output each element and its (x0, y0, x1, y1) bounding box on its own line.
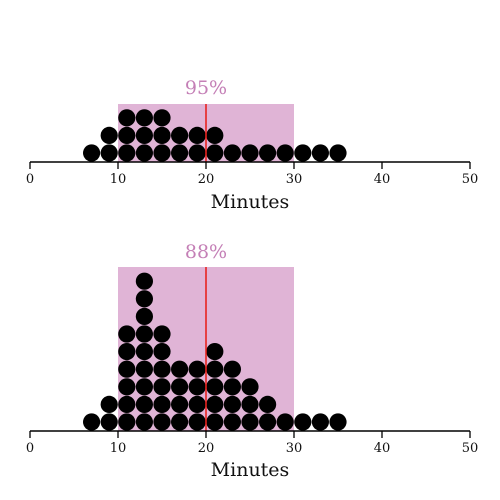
data-dot (259, 413, 277, 431)
data-dot (276, 413, 294, 431)
x-tick-label: 50 (462, 172, 479, 187)
data-dot (259, 395, 277, 413)
data-dot (153, 109, 171, 127)
data-dot (100, 144, 118, 162)
data-dot (118, 144, 136, 162)
x-tick-label: 20 (198, 172, 215, 187)
data-dot (206, 395, 224, 413)
data-dot (171, 378, 189, 396)
x-tick-label: 40 (374, 441, 391, 456)
data-dot (241, 378, 259, 396)
x-tick-label: 40 (374, 172, 391, 187)
data-dot (153, 144, 171, 162)
data-dot (223, 413, 241, 431)
data-dot (206, 343, 224, 361)
dot-plot-panel-bottom: 88% 0 10 20 30 40 50 Minutes (26, 241, 478, 481)
data-dot (118, 360, 136, 378)
x-tick-label: 30 (286, 172, 303, 187)
x-tick-label: 0 (26, 172, 34, 187)
data-dot (311, 144, 329, 162)
data-dot (153, 325, 171, 343)
data-dot (329, 413, 347, 431)
interval-percent-label: 88% (185, 241, 227, 263)
data-dot (223, 144, 241, 162)
data-dot (118, 413, 136, 431)
data-dot (135, 290, 153, 308)
data-dot (188, 413, 206, 431)
data-dot (100, 395, 118, 413)
data-dot (188, 378, 206, 396)
data-dot (153, 343, 171, 361)
data-dot (135, 272, 153, 290)
data-dot (135, 378, 153, 396)
data-dot (206, 360, 224, 378)
data-dot (188, 395, 206, 413)
x-tick-label: 50 (462, 441, 479, 456)
data-dot (118, 325, 136, 343)
data-dot (241, 395, 259, 413)
data-dot (241, 144, 259, 162)
data-dot (135, 395, 153, 413)
data-dot (118, 395, 136, 413)
data-dot (294, 413, 312, 431)
data-dot (135, 307, 153, 325)
data-dot (171, 413, 189, 431)
data-dot (135, 109, 153, 127)
data-dot (171, 395, 189, 413)
data-dot (259, 144, 277, 162)
data-dot (135, 325, 153, 343)
data-dot (153, 360, 171, 378)
data-dot (171, 144, 189, 162)
data-dot (241, 413, 259, 431)
data-dot (100, 126, 118, 144)
data-dot (135, 144, 153, 162)
x-axis-title: Minutes (211, 459, 290, 481)
data-dot (329, 144, 347, 162)
data-dot (118, 343, 136, 361)
data-dot (206, 378, 224, 396)
data-dot (153, 395, 171, 413)
data-dot (153, 413, 171, 431)
x-tick-label: 30 (286, 441, 303, 456)
data-dot (206, 413, 224, 431)
data-dot (135, 126, 153, 144)
data-dot (135, 413, 153, 431)
data-dot (188, 144, 206, 162)
data-dot (223, 395, 241, 413)
x-axis-title: Minutes (211, 191, 290, 213)
data-dot (171, 360, 189, 378)
data-dot (223, 360, 241, 378)
data-dot (83, 413, 101, 431)
dot-plot-panel-top: 95% 0 10 20 30 40 50 Minutes (26, 77, 478, 213)
data-dot (223, 378, 241, 396)
data-dot (188, 126, 206, 144)
data-dot (294, 144, 312, 162)
data-dot (118, 378, 136, 396)
data-dot (206, 144, 224, 162)
data-dot (311, 413, 329, 431)
data-dot (188, 360, 206, 378)
x-tick-label: 10 (110, 441, 127, 456)
x-tick-label: 10 (110, 172, 127, 187)
data-dot (83, 144, 101, 162)
data-dot (171, 126, 189, 144)
data-dot (135, 343, 153, 361)
data-dot (153, 378, 171, 396)
interval-percent-label: 95% (185, 77, 227, 99)
data-dot (100, 413, 118, 431)
x-tick-label: 20 (198, 441, 215, 456)
x-tick-label: 0 (26, 441, 34, 456)
data-dot (276, 144, 294, 162)
data-dot (118, 109, 136, 127)
data-dot (135, 360, 153, 378)
data-dot (206, 126, 224, 144)
data-dot (153, 126, 171, 144)
data-dot (118, 126, 136, 144)
